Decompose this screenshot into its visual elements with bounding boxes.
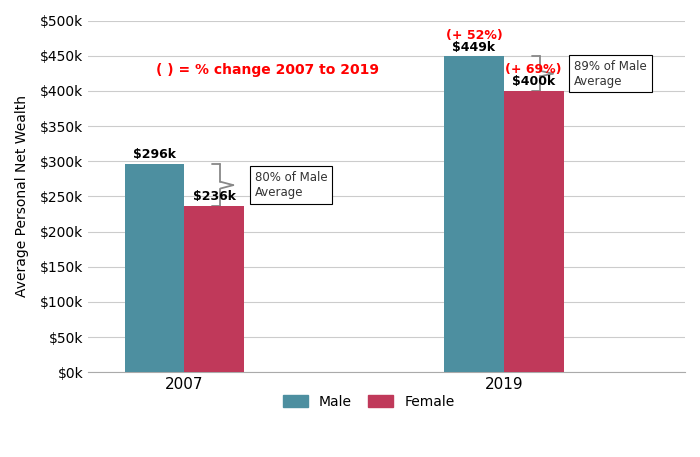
Text: $236k: $236k [193, 191, 236, 203]
Text: (+ 69%): (+ 69%) [505, 63, 562, 76]
Text: $296k: $296k [133, 148, 176, 161]
Text: (+ 52%): (+ 52%) [446, 29, 503, 42]
Bar [125, 164, 184, 372]
Bar [504, 91, 564, 372]
Bar [444, 56, 504, 372]
Y-axis label: Average Personal Net Wealth: Average Personal Net Wealth [15, 96, 29, 298]
Text: $400k: $400k [512, 75, 555, 88]
Legend: Male, Female: Male, Female [277, 389, 461, 414]
Text: ( ) = % change 2007 to 2019: ( ) = % change 2007 to 2019 [156, 63, 379, 77]
Text: 80% of Male
Average: 80% of Male Average [255, 171, 327, 199]
Text: $449k: $449k [452, 41, 496, 53]
Bar [184, 206, 244, 372]
Text: 89% of Male
Average: 89% of Male Average [574, 59, 647, 88]
